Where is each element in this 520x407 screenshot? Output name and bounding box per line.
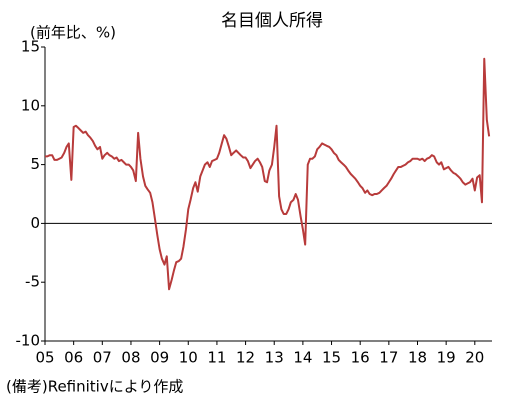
y-axis-label: (前年比、%) [30,24,116,42]
x-tick-label: 10 [179,349,198,367]
x-tick-label: 06 [64,349,83,367]
y-tick-label: 10 [21,96,40,114]
source-note: (備考)Refinitivにより作成 [6,378,183,396]
y-tick-label: -5 [25,273,40,291]
x-tick-label: 20 [465,349,484,367]
y-tick-label: -10 [16,332,41,350]
y-tick-label: 0 [30,214,40,232]
x-tick-label: 16 [351,349,370,367]
x-tick-label: 05 [35,349,54,367]
y-tick-label: 5 [30,155,40,173]
x-tick-label: 18 [408,349,427,367]
chart-title: 名目個人所得 [221,11,323,31]
x-tick-label: 11 [207,349,226,367]
x-tick-label: 07 [93,349,112,367]
x-tick-label: 14 [293,349,312,367]
y-tick-label: 15 [21,38,40,56]
data-line [45,57,491,291]
x-tick-label: 17 [379,349,398,367]
x-tick-label: 08 [121,349,140,367]
x-tick-label: 15 [322,349,341,367]
x-tick-label: 19 [437,349,456,367]
x-tick-label: 09 [150,349,169,367]
x-tick-label: 12 [236,349,255,367]
x-tick-label: 13 [265,349,284,367]
